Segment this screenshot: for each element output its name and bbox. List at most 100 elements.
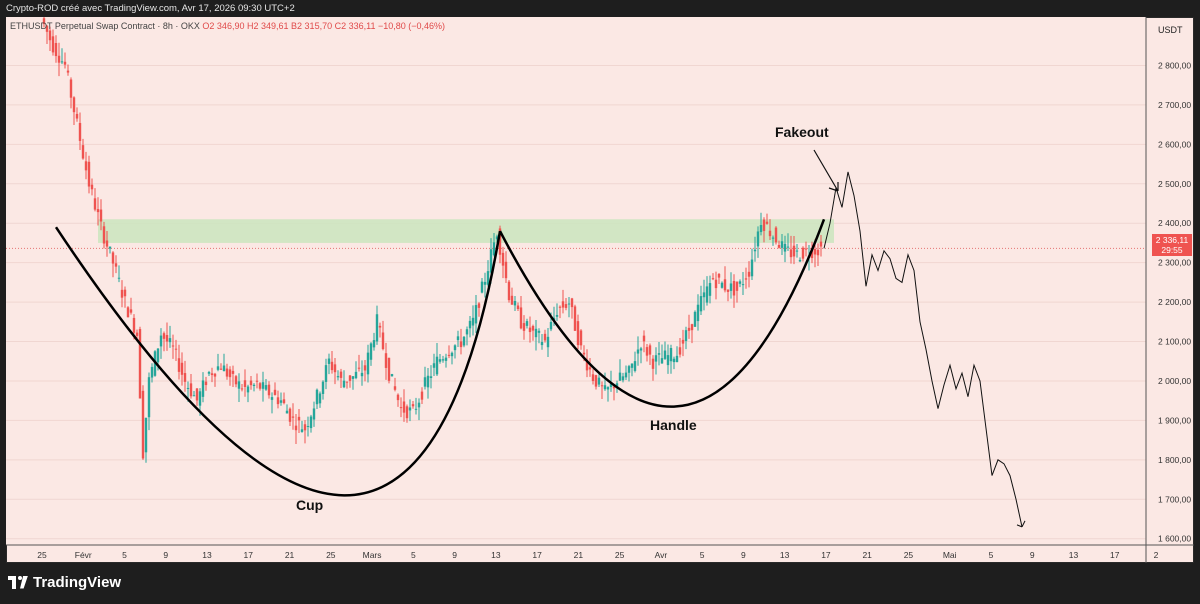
candle-body [579, 330, 583, 346]
cup-label: Cup [296, 497, 324, 513]
candle-body [474, 305, 478, 324]
price-tick-label: 2 200,00 [1158, 297, 1191, 307]
currency-label: USDT [1158, 25, 1183, 35]
candle-body [357, 367, 361, 369]
candle-body [453, 345, 457, 351]
time-tick-label: 13 [780, 550, 790, 560]
candle-body [378, 325, 382, 328]
candle-body [288, 408, 292, 422]
time-tick-label: 17 [532, 550, 542, 560]
candle-body [510, 295, 514, 305]
price-tick-label: 1 700,00 [1158, 494, 1191, 504]
candle-body [708, 283, 712, 296]
candle-body [528, 327, 532, 333]
candle-body [654, 355, 658, 362]
candle-body [813, 248, 817, 255]
candle-body [330, 361, 334, 371]
candle-body [681, 339, 685, 344]
candle-body [516, 305, 520, 309]
ohlc-open: O2 346,90 [202, 21, 245, 31]
candle-body [48, 30, 52, 41]
candle-body [444, 357, 448, 361]
bar-countdown: 29:55 [1161, 245, 1183, 255]
candle-body [669, 348, 673, 362]
candle-body [93, 198, 97, 210]
price-tick-label: 2 100,00 [1158, 337, 1191, 347]
time-axis[interactable]: 25 Févr 5 9 13 17 21 25 Mars 5 9 13 17 21 25 Avr 5 9 13 17 2… [37, 550, 1158, 560]
candle-body [774, 227, 778, 243]
candle-body [363, 365, 367, 371]
candle-body [504, 261, 508, 279]
price-chart[interactable]: 2 800,00 2 700,00 2 600,00 2 500,00 2 400,00… [6, 17, 1194, 563]
candle-body [780, 241, 784, 248]
candle-body [180, 362, 184, 375]
tradingview-logo[interactable]: TradingView [8, 574, 121, 591]
candle-body [771, 237, 775, 239]
candle-body [282, 399, 286, 404]
projection-line [823, 171, 1026, 528]
current-price-tag: 2 336,11 29:55 [1152, 234, 1192, 256]
candle-body [642, 335, 646, 342]
candle-body [231, 370, 235, 374]
ohlc-high: H2 349,61 [246, 21, 289, 31]
candle-body [123, 289, 127, 297]
candle-body [354, 371, 358, 379]
time-tick-label: 25 [326, 550, 336, 560]
candle-body [321, 381, 325, 394]
candle-body [339, 371, 343, 378]
candle-body [648, 345, 652, 355]
candle-body [426, 375, 430, 388]
candle-body [69, 79, 73, 98]
candle-body [120, 289, 124, 298]
time-tick-label: Févr [75, 550, 92, 560]
time-tick-label: 13 [202, 550, 212, 560]
candle-body [138, 329, 142, 399]
candle-body [786, 246, 790, 248]
candle-body [441, 359, 445, 361]
candle-body [351, 376, 355, 379]
ohlc-change: −10,80 (−0,46%) [378, 21, 446, 31]
candle-body [693, 311, 697, 327]
time-tick-label: 9 [741, 550, 746, 560]
footer-bar [0, 563, 1200, 604]
candle-body [507, 281, 511, 301]
candle-body [306, 426, 310, 428]
candle-body [156, 348, 160, 363]
candle-body [612, 386, 616, 389]
candle-body [462, 336, 466, 346]
candle-body [450, 352, 454, 357]
candle-body [435, 356, 439, 375]
candle-body [576, 321, 580, 346]
candle-body [756, 231, 760, 247]
candle-body [561, 301, 565, 308]
candle-body [471, 317, 475, 326]
price-axis[interactable]: 2 800,00 2 700,00 2 600,00 2 500,00 2 400,00… [1158, 60, 1191, 543]
candle-body [111, 252, 115, 264]
candle-body [105, 240, 109, 247]
candle-body [87, 161, 91, 187]
candle-body [663, 350, 667, 359]
candle-body [54, 43, 58, 57]
candle-body [804, 248, 808, 250]
candle-body [189, 383, 193, 397]
candle-body [672, 358, 676, 363]
candle-body [705, 286, 709, 303]
candle-body [204, 381, 208, 386]
candle-body [81, 145, 85, 159]
candle-body [759, 225, 763, 233]
candle-body [543, 333, 547, 341]
candle-body [789, 249, 793, 258]
fakeout-arrow [813, 149, 839, 192]
candle-body [249, 380, 253, 386]
candle-body [486, 271, 490, 285]
time-tick-label: 5 [411, 550, 416, 560]
candle-body [96, 209, 100, 213]
candle-body [480, 281, 484, 293]
candle-body [525, 321, 529, 326]
fakeout-label: Fakeout [775, 124, 829, 140]
price-tick-label: 2 300,00 [1158, 258, 1191, 268]
time-tick-label: 21 [574, 550, 584, 560]
candle-body [63, 61, 67, 65]
candle-body [411, 404, 415, 407]
candle-body [696, 304, 700, 322]
